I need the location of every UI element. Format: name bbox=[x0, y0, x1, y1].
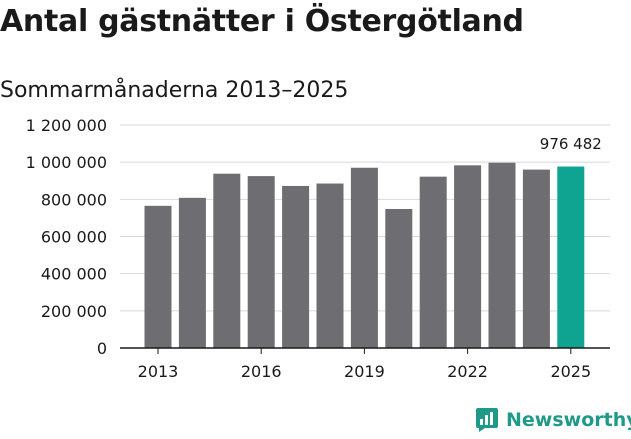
brand-name: Newsworthy bbox=[506, 409, 631, 431]
x-tick-label: 2013 bbox=[138, 362, 179, 381]
bar-chart: 0 200 000 400 000 600 000 800 000 1 000 000 1 … bbox=[26, 116, 610, 381]
y-tick-label: 600 000 bbox=[41, 228, 107, 247]
chart-title: Antal gästnätter i Östergötland bbox=[0, 4, 524, 39]
bar bbox=[178, 197, 206, 348]
bar bbox=[557, 166, 585, 348]
x-tick-label: 2022 bbox=[447, 362, 488, 381]
bar bbox=[316, 183, 344, 348]
bar bbox=[522, 169, 550, 348]
bar bbox=[247, 176, 275, 348]
bar bbox=[488, 162, 516, 348]
bar bbox=[454, 165, 482, 348]
chart-subtitle: Sommarmånaderna 2013–2025 bbox=[0, 78, 349, 103]
y-tick-label: 1 000 000 bbox=[26, 153, 107, 172]
y-tick-label: 200 000 bbox=[41, 302, 107, 321]
newsworthy-brand: Newsworthy bbox=[475, 407, 631, 433]
x-tick-label: 2016 bbox=[241, 362, 282, 381]
bar bbox=[213, 173, 241, 348]
bar bbox=[419, 176, 447, 348]
bar bbox=[144, 205, 172, 348]
newsworthy-logo-icon bbox=[476, 408, 498, 432]
x-tick-label: 2025 bbox=[550, 362, 591, 381]
bar bbox=[282, 185, 310, 348]
y-tick-label: 1 200 000 bbox=[26, 116, 107, 135]
y-tick-label: 800 000 bbox=[41, 190, 107, 209]
bar-data-label: 976 482 bbox=[540, 135, 602, 153]
bar bbox=[350, 167, 378, 348]
y-tick-label: 0 bbox=[97, 339, 107, 358]
y-tick-label: 400 000 bbox=[41, 265, 107, 284]
bar bbox=[385, 208, 413, 348]
x-tick-label: 2019 bbox=[344, 362, 385, 381]
